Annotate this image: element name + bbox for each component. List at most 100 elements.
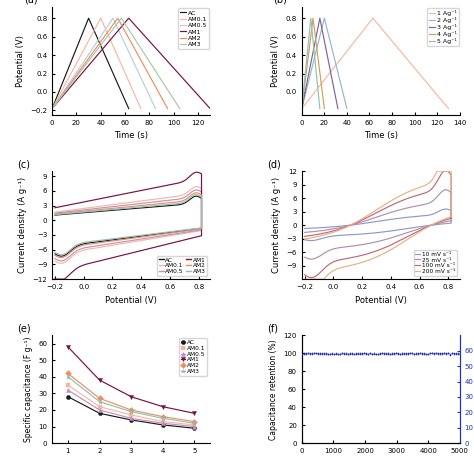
AM0.5 [97, 407, 102, 413]
Point [340, 350, 347, 357]
Point [308, 350, 316, 357]
AM3 [130, 33, 136, 38]
Point [344, 350, 352, 357]
Point [404, 349, 411, 357]
AM0.5 [52, 256, 58, 262]
Point [444, 349, 452, 357]
Point [318, 350, 326, 357]
AM2 [149, 233, 155, 238]
AM0.5 [120, 36, 126, 42]
AM1 [97, 377, 102, 383]
Point [366, 350, 374, 357]
AM0.5 [149, 235, 155, 240]
4 Ag⁻¹ [318, 78, 324, 83]
Point [430, 350, 438, 357]
AM0.1 [104, 202, 110, 208]
25 mV s⁻¹ [399, 232, 404, 237]
Point [356, 350, 364, 358]
AM1 [142, 33, 147, 38]
Point [314, 350, 321, 357]
AC [113, 78, 119, 83]
1 Ag⁻¹ [387, 36, 393, 42]
Line: 4 Ag⁻¹: 4 Ag⁻¹ [302, 18, 324, 109]
Point [348, 350, 356, 357]
3 Ag⁻¹ [317, 15, 323, 21]
4 Ag⁻¹ [321, 106, 327, 111]
AC [49, 106, 55, 111]
AM0.5 [172, 231, 178, 237]
Line: AM2: AM2 [52, 18, 168, 109]
AM0.5 [185, 192, 191, 198]
Point [342, 350, 349, 357]
Point [376, 350, 383, 357]
Point [394, 349, 401, 357]
AM0.1 [128, 200, 133, 205]
Point [298, 349, 306, 357]
Point [400, 350, 408, 357]
Point [304, 349, 311, 357]
5 Ag⁻¹ [310, 36, 316, 42]
3 Ag⁻¹ [299, 106, 305, 111]
AM2 [49, 106, 55, 111]
Point [320, 350, 328, 358]
AM0.1 [126, 78, 131, 83]
Point [314, 350, 321, 358]
Point [300, 349, 308, 357]
Point [382, 350, 390, 357]
AC [86, 15, 91, 21]
Point [316, 349, 324, 357]
AC [128, 206, 133, 212]
Point [444, 349, 452, 356]
AM2 [185, 195, 191, 201]
AM2 [104, 206, 110, 212]
AM0.5 [191, 424, 197, 429]
AM2 [52, 253, 58, 258]
Point [378, 349, 385, 357]
AM2 [193, 190, 199, 196]
Point [364, 350, 372, 358]
AC [160, 422, 165, 428]
AM2 [58, 255, 64, 260]
Line: AM0.1: AM0.1 [66, 383, 196, 427]
Point [358, 350, 365, 358]
Point [352, 349, 360, 357]
AM2 [172, 229, 178, 235]
AM2 [128, 204, 133, 210]
3 Ag⁻¹ [299, 105, 305, 111]
Point [410, 350, 418, 357]
Point [338, 349, 346, 357]
AM0.5 [118, 32, 124, 38]
AM0.1 [105, 32, 111, 38]
Point [394, 350, 401, 357]
25 mV s⁻¹ [302, 255, 308, 260]
3 Ag⁻¹ [320, 33, 326, 38]
Point [368, 350, 375, 358]
Point [398, 349, 406, 357]
AC [52, 212, 58, 218]
Point [436, 350, 444, 358]
AM3 [118, 15, 124, 21]
AM0.5 [124, 238, 130, 244]
AM1 [172, 239, 178, 245]
AM1 [145, 36, 150, 42]
Point [418, 350, 426, 358]
AC [58, 253, 64, 259]
AM0.5 [58, 258, 64, 264]
AM1 [192, 90, 198, 95]
Line: AM1: AM1 [66, 345, 196, 415]
AM3 [124, 234, 130, 240]
Point [342, 349, 349, 357]
Point [298, 350, 306, 357]
Point [356, 349, 364, 357]
25 mV s⁻¹ [302, 229, 308, 235]
Y-axis label: Current density (A g⁻¹): Current density (A g⁻¹) [18, 177, 27, 273]
5 Ag⁻¹ [314, 78, 320, 83]
AM1 [141, 32, 147, 38]
Point [434, 349, 442, 357]
Text: (e): (e) [18, 323, 31, 333]
AM0.1 [49, 106, 55, 111]
AM0.5 [128, 202, 133, 208]
AM3 [132, 36, 137, 42]
Point [350, 350, 357, 358]
Point [438, 350, 446, 357]
